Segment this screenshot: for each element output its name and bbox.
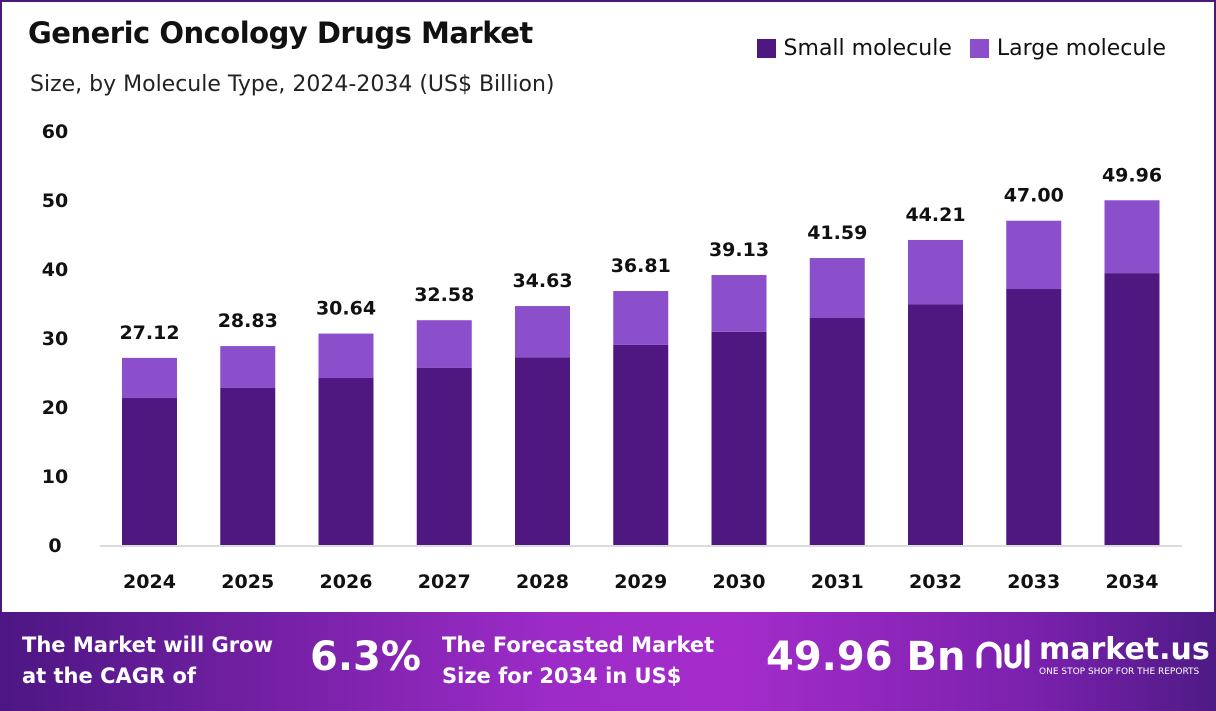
logo-icon [976,639,1030,669]
bar-segment-small [1006,289,1062,545]
logo-tagline: ONE STOP SHOP FOR THE REPORTS [1039,667,1200,677]
bar-segment-large [220,346,276,388]
y-tick-label: 30 [42,328,68,350]
bar-segment-large [1006,220,1062,290]
total-data-label: 27.12 [119,322,179,344]
y-tick-label: 20 [42,397,68,419]
bar-segment-large [515,306,570,358]
legend-item-small: Small molecule [756,36,952,61]
bar-segment-small [318,378,374,545]
cagr-text-line1: The Market will Grow [22,633,273,657]
x-tick-label: 2026 [320,571,373,593]
legend-swatch-large [969,39,989,58]
x-tick-label: 2032 [909,571,962,593]
x-tick-label: 2025 [221,571,274,593]
total-data-label: 41.59 [807,222,867,244]
x-tick-label: 2028 [516,571,569,593]
x-tick-label: 2030 [713,571,766,593]
legend-item-large: Large molecule [969,36,1166,61]
bar-segment-large [122,357,177,399]
footer-banner: The Market will Grow at the CAGR of 6.3%… [0,612,1216,711]
total-data-label: 28.83 [218,310,278,332]
legend-label-small: Small molecule [783,36,952,61]
y-tick-label: 60 [42,121,68,143]
chart-title: Generic Oncology Drugs Market [28,16,533,50]
bar-segment-small [122,398,177,545]
y-tick-label: 50 [42,190,68,212]
market-us-logo: market.us ONE STOP SHOP FOR THE REPORTS [975,634,1210,678]
bar-segment-small [1104,273,1160,545]
bar-segment-large [416,320,472,368]
bar-segment-large [711,275,767,332]
bar-segment-large [318,333,374,379]
bar-segment-large [613,291,669,345]
bar-segment-small [908,304,963,545]
legend-label-large: Large molecule [996,36,1166,61]
forecast-text-line1: The Forecasted Market [442,633,715,657]
x-tick-label: 2031 [811,571,864,593]
cagr-text: The Market will Grow at the CAGR of [22,630,273,692]
total-data-label: 36.81 [611,255,671,277]
total-data-label: 49.96 [1102,164,1162,186]
bar-segment-large [809,258,865,318]
chart-subtitle: Size, by Molecule Type, 2024-2034 (US$ B… [30,72,555,97]
forecast-text: The Forecasted Market Size for 2034 in U… [442,630,714,692]
bar-segment-small [416,367,472,545]
total-data-label: 30.64 [316,298,376,320]
x-tick-label: 2029 [614,571,667,593]
total-data-label: 47.00 [1004,185,1064,207]
total-data-label: 44.21 [905,204,965,226]
bar-segment-small [711,331,767,545]
forecast-text-line2: Size for 2034 in US$ [442,664,682,688]
bar-segment-small [220,387,276,545]
bar-segment-small [809,317,865,545]
forecast-value: 49.96 Bn [766,634,966,680]
total-data-label: 34.63 [512,270,572,292]
bar-chart: 010203040506027.12202428.83202530.642026… [42,121,1182,593]
y-tick-label: 10 [42,466,68,488]
total-data-label: 39.13 [709,239,769,261]
bar-segment-large [908,239,963,305]
legend-swatch-small [756,39,776,58]
legend: Small molecule Large molecule [756,36,1166,61]
bar-segment-small [515,357,570,545]
total-data-label: 32.58 [414,284,474,306]
y-tick-label: 40 [42,259,68,281]
bar-segment-large [1104,200,1160,274]
x-tick-label: 2027 [418,571,471,593]
x-tick-label: 2033 [1007,571,1060,593]
bar-segment-small [613,344,669,545]
x-tick-label: 2034 [1106,571,1159,593]
cagr-value: 6.3% [310,634,421,680]
cagr-text-line2: at the CAGR of [22,664,197,688]
y-tick-label: 0 [48,535,61,557]
x-tick-label: 2024 [123,571,176,593]
logo-name: market.us [1039,632,1210,667]
